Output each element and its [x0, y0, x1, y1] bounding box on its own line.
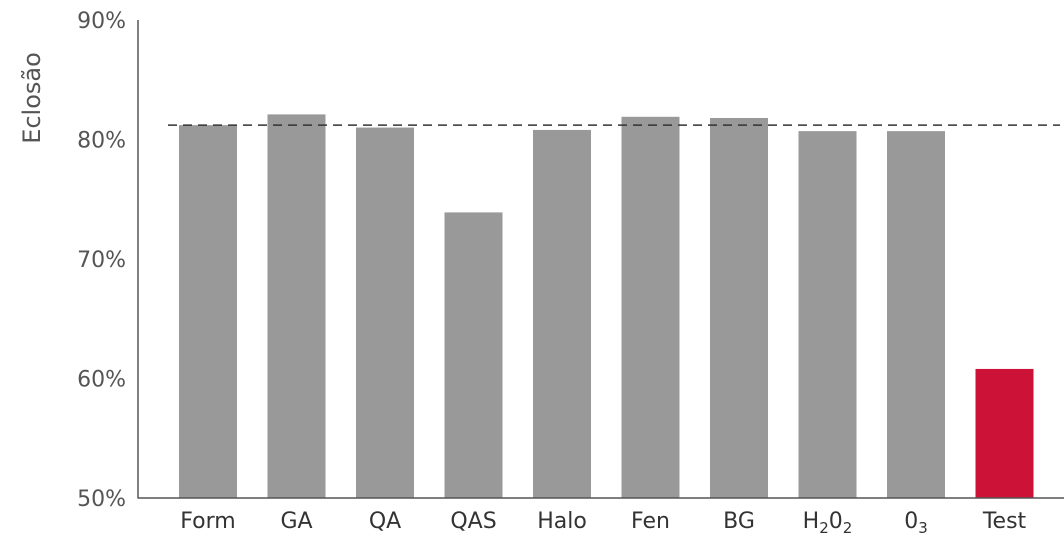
y-tick-label: 70% [77, 248, 126, 273]
x-tick-label: BG [723, 509, 755, 534]
x-tick-label: H202 [803, 509, 853, 536]
bar-h202 [798, 131, 857, 498]
y-tick-label: 90% [77, 9, 126, 34]
x-tick-label: QA [369, 509, 401, 534]
x-tick-label: Form [180, 509, 235, 534]
x-tick-label: QAS [450, 509, 496, 534]
x-tick-label: Fen [631, 509, 670, 534]
x-tick-label: Halo [537, 509, 587, 534]
bar-form [179, 125, 237, 498]
y-axis-title: Eclosão [18, 52, 46, 144]
y-tick-label: 80% [77, 129, 126, 154]
bar-03 [887, 131, 945, 498]
y-tick-label: 50% [77, 487, 126, 512]
x-tick-label: Test [982, 509, 1027, 534]
bar-qa [356, 127, 414, 499]
bar-fen [621, 116, 680, 499]
bar-bg [710, 117, 768, 499]
y-axis-ticks: 50% 60% 70% 80% 90% [77, 9, 126, 512]
bar-halo [533, 129, 591, 498]
bar-ga [267, 114, 326, 498]
bar-qas [444, 212, 503, 498]
x-tick-label: GA [280, 509, 312, 534]
bars [179, 114, 1034, 499]
x-tick-label: 03 [904, 509, 928, 536]
x-axis-labels: Form GA QA QAS Halo Fen BG H202 03 Test [180, 509, 1026, 536]
y-tick-label: 60% [77, 368, 126, 393]
bar-test [975, 368, 1034, 498]
